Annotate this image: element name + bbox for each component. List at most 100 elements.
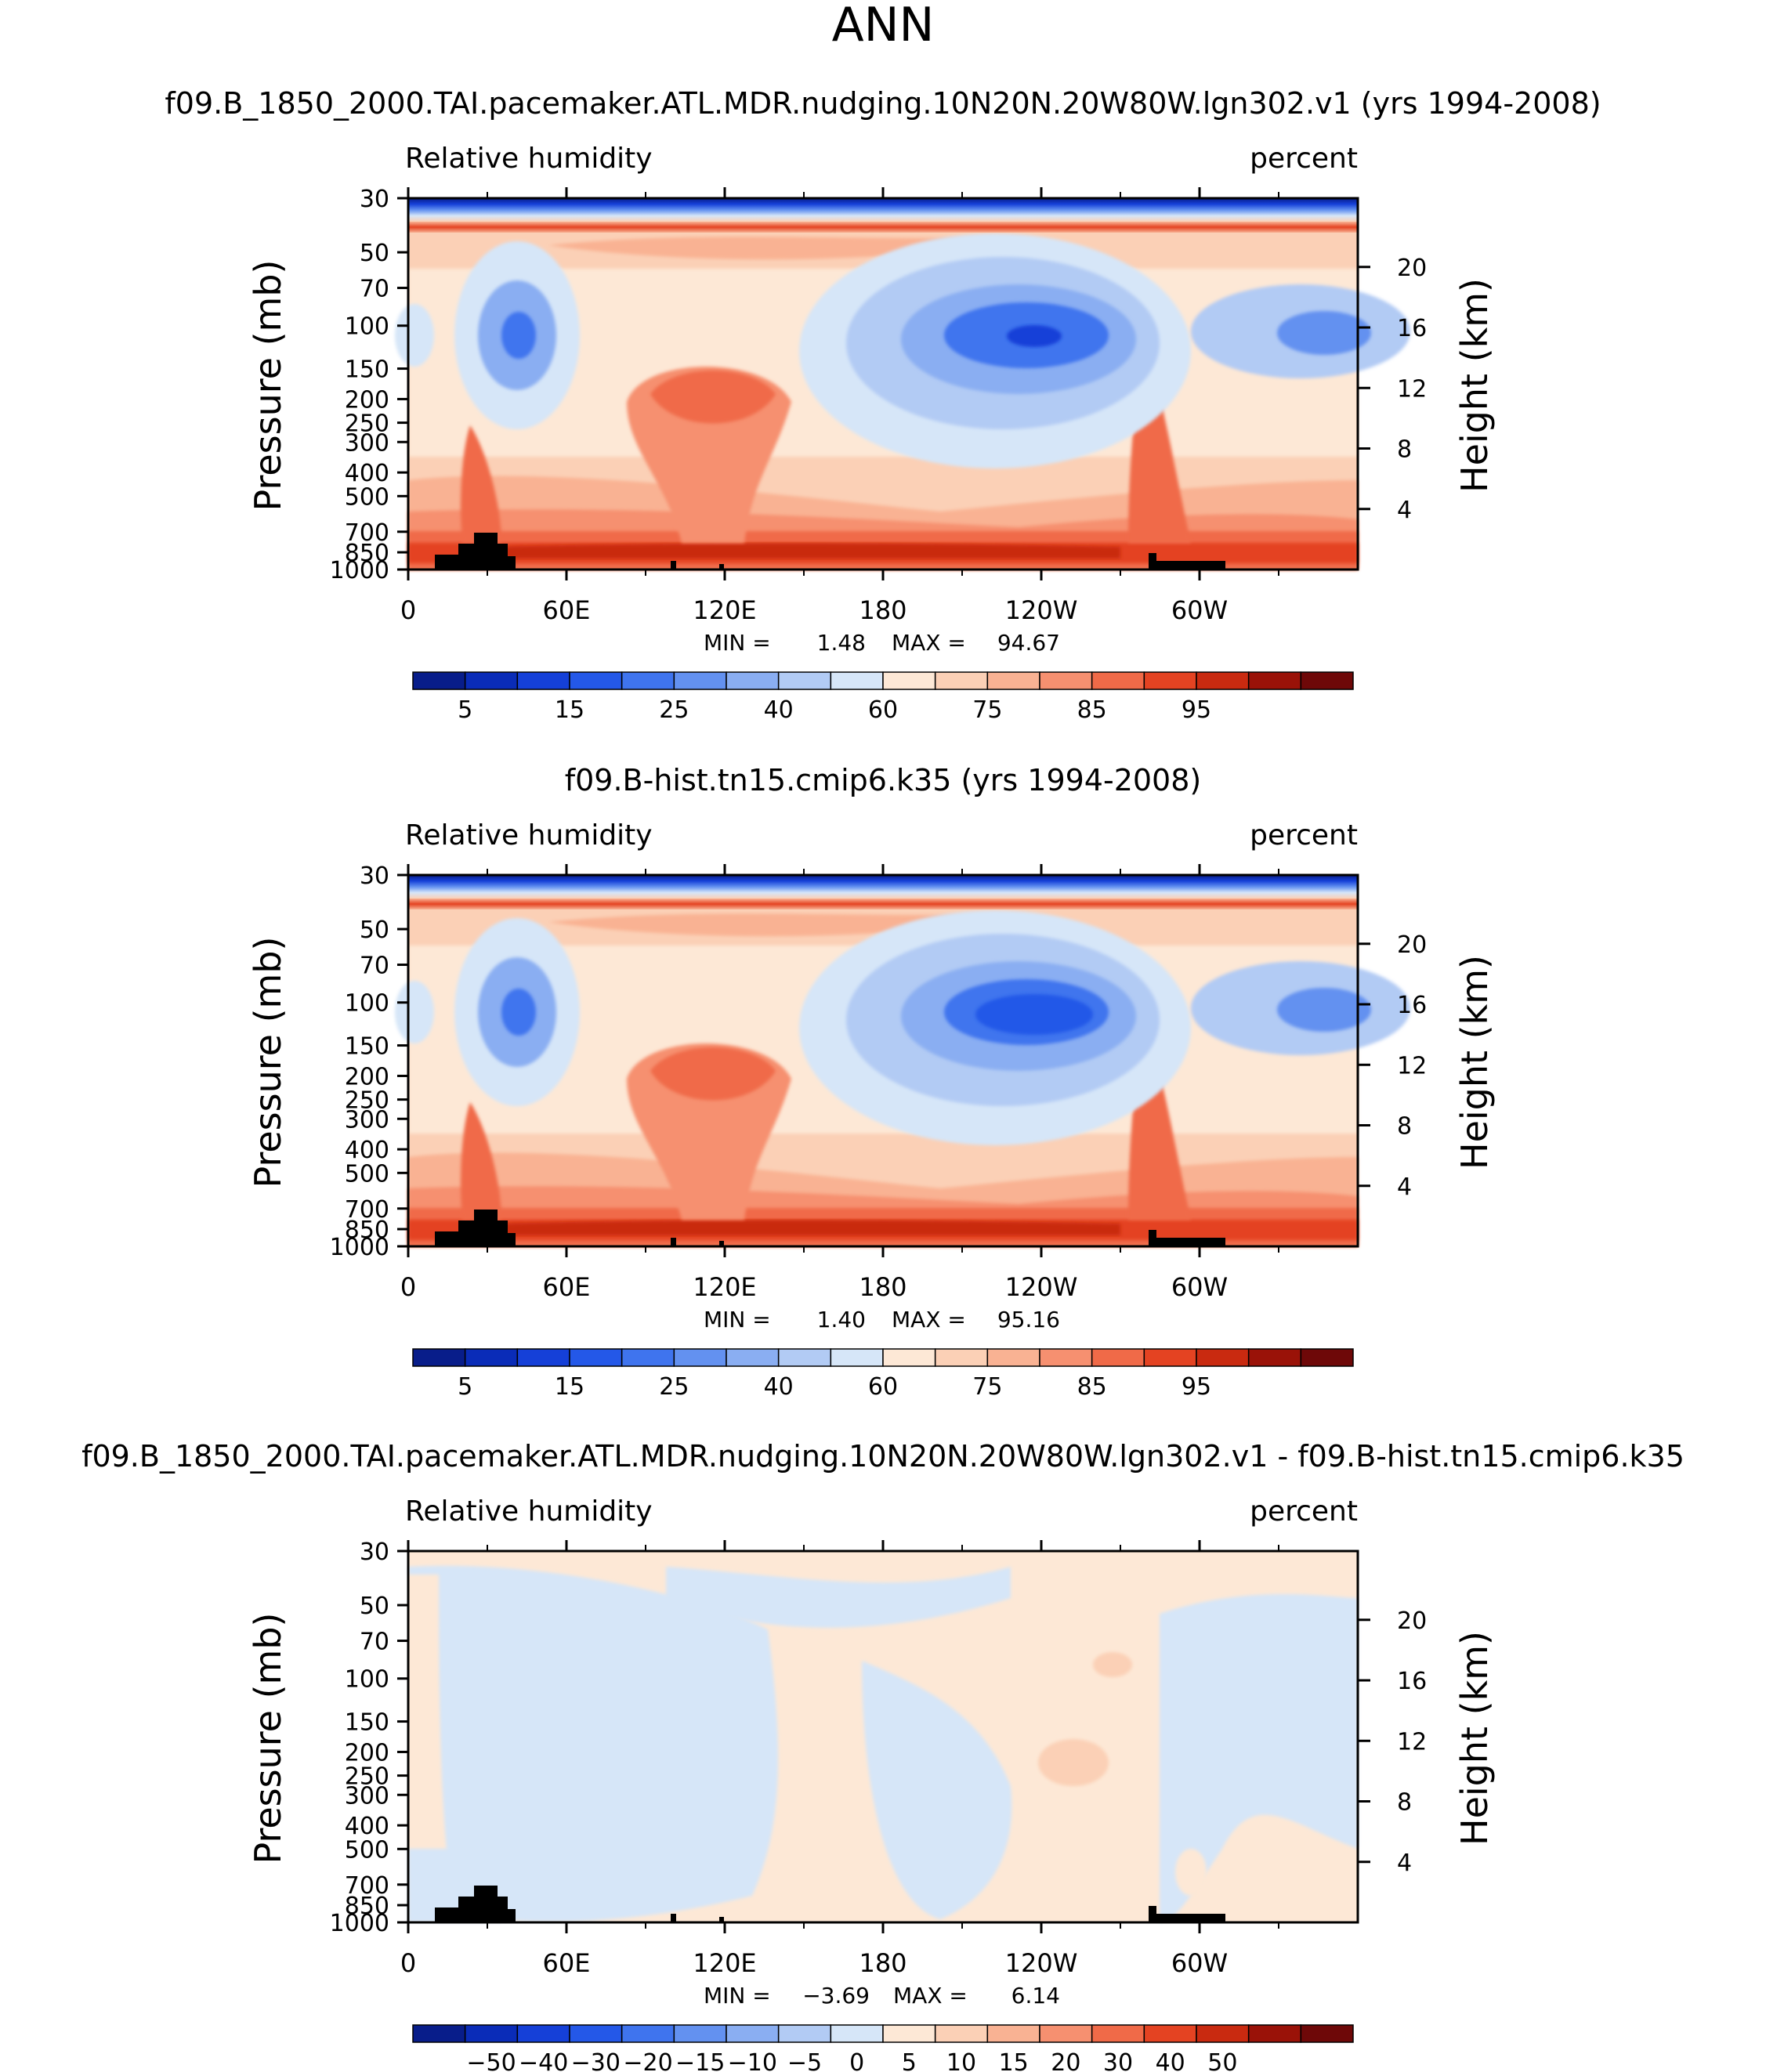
y-tick-label: 850 <box>345 1217 389 1244</box>
colorbar-label: 40 <box>764 1373 794 1401</box>
colorbar-label: 40 <box>1156 2049 1185 2072</box>
colorbar-box <box>726 1348 780 1367</box>
colorbar-box <box>464 1348 519 1367</box>
panel-title: f09.B-hist.tn15.cmip6.k35 (yrs 1994-2008… <box>565 763 1201 797</box>
y-tick-label: 300 <box>345 1106 389 1134</box>
y-tick-label: 150 <box>345 1709 389 1737</box>
colorbar-box <box>1247 1348 1302 1367</box>
y2-tick-label: 4 <box>1397 1850 1412 1877</box>
colorbar-box <box>830 2024 884 2043</box>
x-tick-label: 60W <box>1171 1948 1228 1978</box>
panel-title: f09.B_1850_2000.TAI.pacemaker.ATL.MDR.nu… <box>81 1439 1685 1474</box>
colorbar-box <box>777 2024 832 2043</box>
y2-tick-label: 20 <box>1397 255 1427 282</box>
stats-line: MIN = 1.40 MAX = 95.16 <box>704 1307 1060 1333</box>
colorbar-box <box>934 2024 989 2043</box>
y-tick-label: 70 <box>360 1629 389 1656</box>
topography-mask <box>508 1233 516 1246</box>
dry-zone-atlantic-20 <box>1277 311 1371 355</box>
topography-mask <box>719 564 724 570</box>
colorbar-box <box>464 671 519 690</box>
y-tick-label: 200 <box>345 386 389 414</box>
figure-title: ANN <box>832 0 935 52</box>
colorbar-box <box>412 1348 466 1367</box>
topography-mask <box>1155 561 1225 570</box>
y-tick-label: 500 <box>345 1836 389 1864</box>
colorbar-label: 5 <box>458 1373 472 1401</box>
y2-tick-label: 16 <box>1397 315 1427 342</box>
colorbar-box <box>569 1348 623 1367</box>
x-tick-label: 120W <box>1005 1272 1078 1302</box>
colorbar-label: 25 <box>659 1373 689 1401</box>
colorbar-label: 20 <box>1051 2049 1080 2072</box>
y-tick-label: 30 <box>360 186 389 213</box>
colorbar-label: 60 <box>868 1373 898 1401</box>
x-tick-label: 120W <box>1005 595 1078 625</box>
x-tick-label: 180 <box>859 1948 907 1978</box>
colorbar-box <box>1143 2024 1197 2043</box>
y-tick-label: 850 <box>345 1893 389 1920</box>
panel-1: f09.B_1850_2000.TAI.pacemaker.ATL.MDR.nu… <box>165 86 1601 724</box>
colorbar-box <box>986 1348 1040 1367</box>
y2-tick-label: 4 <box>1397 1173 1412 1201</box>
topography-mask <box>1149 1230 1156 1246</box>
y-axis-label: Pressure (mb) <box>247 937 289 1188</box>
y2-tick-label: 8 <box>1397 1789 1412 1817</box>
positive-region-1 <box>1038 1739 1109 1786</box>
y-tick-label: 250 <box>345 410 389 438</box>
max-value: 95.16 <box>997 1307 1060 1333</box>
colorbar-box <box>569 671 623 690</box>
y-axis-label: Pressure (mb) <box>247 1613 289 1864</box>
convective-core <box>650 371 776 424</box>
colorbar: 5 15 25 40 60 75 85 95 <box>412 671 1354 724</box>
dry-zone-edge <box>395 304 434 367</box>
y2-axis-label: Height (km) <box>1453 955 1496 1170</box>
min-label: MIN = <box>704 630 771 656</box>
colorbar: −50 −40 −30 −20 −15 −10 −5 0 5 10 15 20 30 40 50 <box>412 2024 1354 2072</box>
colorbar-box <box>1039 2024 1093 2043</box>
colorbar-box <box>1039 671 1093 690</box>
y-tick-label: 700 <box>345 1196 389 1224</box>
colorbar-box <box>1196 671 1250 690</box>
stats-line: MIN = 1.48 MAX = 94.67 <box>704 630 1060 656</box>
y-tick-label: 1000 <box>330 1234 389 1261</box>
colorbar-box <box>516 671 570 690</box>
topography-mask <box>671 1238 676 1246</box>
colorbar-box <box>986 2024 1040 2043</box>
stratosphere <box>408 198 1358 222</box>
colorbar-box <box>1039 1348 1093 1367</box>
dry-zone-africa-15 <box>501 989 536 1036</box>
x-tick-label: 60W <box>1171 1272 1228 1302</box>
topography-mask <box>508 1909 516 1922</box>
colorbar-label: −15 <box>675 2049 725 2072</box>
colorbar-box <box>673 2024 727 2043</box>
stats-line: MIN = −3.69 MAX = 6.14 <box>704 1983 1060 2009</box>
variable-label: Relative humidity <box>405 819 653 852</box>
min-value: 1.40 <box>817 1307 866 1333</box>
topography-mask <box>1149 1906 1156 1922</box>
topography-mask <box>1155 1238 1225 1246</box>
colorbar-label: 85 <box>1077 1373 1107 1401</box>
colorbar-box <box>673 1348 727 1367</box>
max-value: 6.14 <box>1011 1983 1060 2009</box>
colorbar-box <box>1300 671 1354 690</box>
x-tick-label: 0 <box>400 595 416 625</box>
colorbar-label: 0 <box>849 2049 864 2072</box>
colorbar-label: −20 <box>623 2049 672 2072</box>
max-label: MAX = <box>892 630 966 656</box>
colorbar-box <box>830 671 884 690</box>
y2-tick-label: 16 <box>1397 1668 1427 1695</box>
x-tick-label: 180 <box>859 595 907 625</box>
colorbar-box <box>412 671 466 690</box>
colorbar-box <box>569 2024 623 2043</box>
colorbar-box <box>516 2024 570 2043</box>
topography-mask <box>1155 1914 1225 1922</box>
x-tick-label: 0 <box>400 1948 416 1978</box>
convective-core <box>650 1047 776 1101</box>
y2-tick-label: 8 <box>1397 436 1412 464</box>
colorbar-label: 75 <box>972 696 1002 724</box>
tropopause-band <box>408 899 1358 909</box>
contour-field <box>395 875 1410 1246</box>
y-tick-label: 150 <box>345 356 389 384</box>
